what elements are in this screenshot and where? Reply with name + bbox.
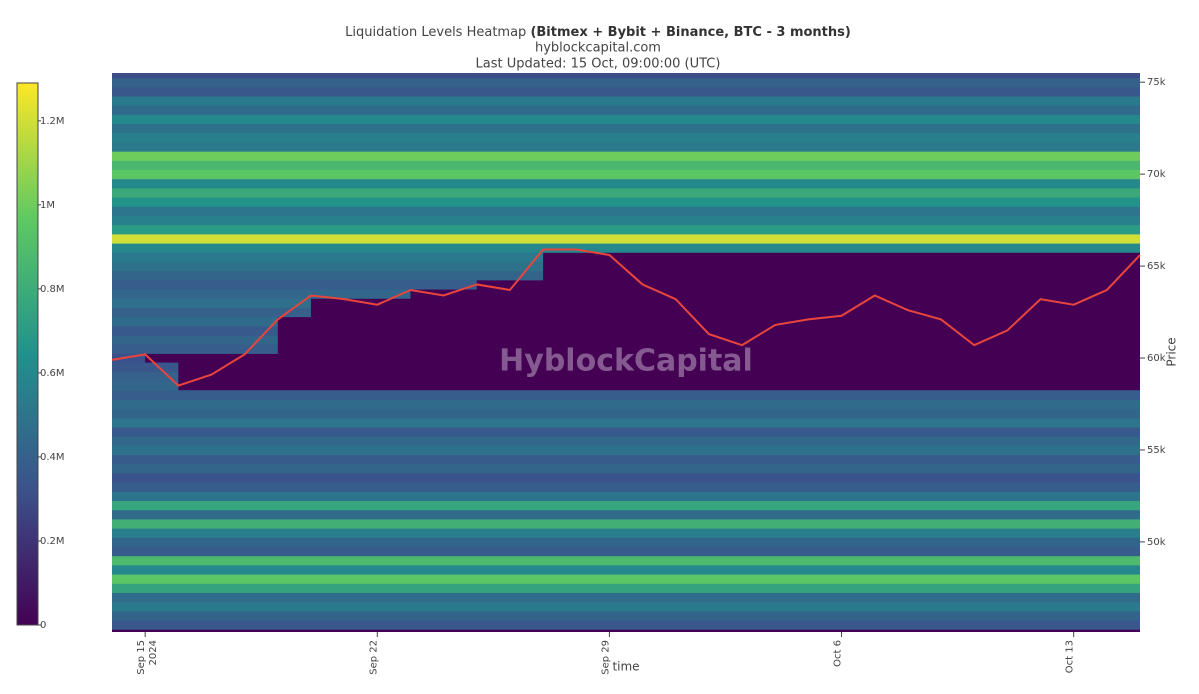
heat-cell <box>112 583 1140 593</box>
heat-cell <box>112 335 278 345</box>
heat-cell <box>112 178 1140 189</box>
heat-cell <box>112 463 1140 474</box>
heat-cell <box>112 73 1140 79</box>
heat-cell <box>112 353 146 364</box>
heat-cell <box>112 528 1140 538</box>
heat-cell <box>112 426 1140 437</box>
heat-cell <box>112 77 1140 88</box>
heat-cell <box>112 500 1140 511</box>
heat-cell <box>112 151 1140 161</box>
colorbar-tick-label: 1.2M <box>40 116 65 127</box>
heat-cell <box>112 132 1140 143</box>
price-line <box>111 248 1141 387</box>
colorbar-tick-label: 0.2M <box>40 536 65 547</box>
colorbar-tick-label: 0.6M <box>40 368 65 379</box>
x-tick-label: Sep 15 <box>136 640 147 675</box>
x-axis-title: time <box>612 660 639 674</box>
y-tick-label: 50k <box>1147 537 1166 548</box>
x-tick-label: Oct 13 <box>1065 640 1076 673</box>
heat-cell <box>112 344 278 354</box>
heat-cell <box>112 123 1140 134</box>
heatmap <box>112 73 1140 630</box>
heat-cell <box>112 270 544 281</box>
heat-cell <box>112 399 1140 410</box>
heat-cell <box>112 114 1140 125</box>
chart-title: Liquidation Levels Heatmap (Bitmex + Byb… <box>345 25 851 40</box>
heat-cell <box>112 160 1140 171</box>
heat-cell <box>112 279 477 290</box>
heat-cell <box>112 620 1140 630</box>
heat-cell <box>112 215 1140 226</box>
heat-cell <box>112 105 1140 115</box>
heat-cell <box>112 206 1140 217</box>
x-tick-label: Oct 6 <box>833 640 844 667</box>
x-tick-sublabel: 2024 <box>148 640 159 665</box>
heat-cell <box>112 141 1140 152</box>
heat-cell <box>112 610 1140 621</box>
heat-cell <box>112 298 311 308</box>
heat-cell <box>112 436 1140 446</box>
y-tick-label: 55k <box>1147 445 1166 456</box>
heat-cell <box>112 472 1140 483</box>
heat-cell <box>112 307 311 318</box>
y-tick-label: 60k <box>1147 353 1166 364</box>
heat-cell <box>112 289 411 299</box>
heat-cell <box>112 197 1140 207</box>
heat-cell <box>112 417 1140 428</box>
updated: Last Updated: 15 Oct, 09:00:00 (UTC) <box>476 57 721 72</box>
heat-cell <box>112 371 179 382</box>
y-tick-label: 65k <box>1147 261 1166 272</box>
heat-cell <box>112 445 1140 456</box>
heat-cell <box>112 169 1140 180</box>
title-main: Liquidation Levels Heatmap <box>345 25 526 40</box>
watermark: HyblockCapital <box>499 344 753 379</box>
heat-cell <box>112 252 544 262</box>
heat-cell <box>112 518 1140 529</box>
heat-cell <box>112 491 1140 502</box>
heat-cell <box>112 509 1140 520</box>
heat-cell <box>112 316 278 327</box>
colorbar <box>16 82 39 626</box>
heat-cell <box>112 546 1140 557</box>
heat-cell <box>112 555 1140 566</box>
heat-cell <box>112 362 179 373</box>
heat-cell <box>112 95 1140 106</box>
plot: HyblockCapital <box>111 73 1141 632</box>
heat-cell <box>112 537 1140 547</box>
heat-cell <box>112 187 1140 198</box>
colorbar-tick-label: 0.8M <box>40 284 65 295</box>
heat-cell <box>112 325 278 336</box>
y-axis-title: Price <box>1165 337 1179 366</box>
heat-cell <box>112 243 1140 253</box>
y-tick-label: 70k <box>1147 169 1166 180</box>
colorbar-tick-label: 1M <box>40 200 55 211</box>
heat-cell <box>112 574 1140 584</box>
title-bold: (Bitmex + Bybit + Binance, BTC - 3 month… <box>530 25 850 40</box>
heat-cell <box>112 261 544 272</box>
colorbar-tick-label: 0.4M <box>40 452 65 463</box>
heat-cell <box>112 390 1140 400</box>
heat-cell <box>112 564 1140 575</box>
heat-cell <box>112 381 179 391</box>
heat-cell <box>112 482 1140 492</box>
x-tick-label: Sep 29 <box>600 640 611 675</box>
heat-cell <box>112 233 1140 244</box>
heat-cell <box>112 601 1140 612</box>
heat-cell <box>112 454 1140 465</box>
colorbar-tick-label: 0 <box>40 620 46 631</box>
heat-cell <box>112 592 1140 603</box>
heat-cell <box>112 86 1140 97</box>
y-tick-label: 75k <box>1147 77 1166 88</box>
heat-cell <box>112 224 1140 235</box>
heat-cell <box>112 408 1140 419</box>
subtitle: hyblockcapital.com <box>535 41 661 56</box>
x-tick-label: Sep 22 <box>368 640 379 675</box>
